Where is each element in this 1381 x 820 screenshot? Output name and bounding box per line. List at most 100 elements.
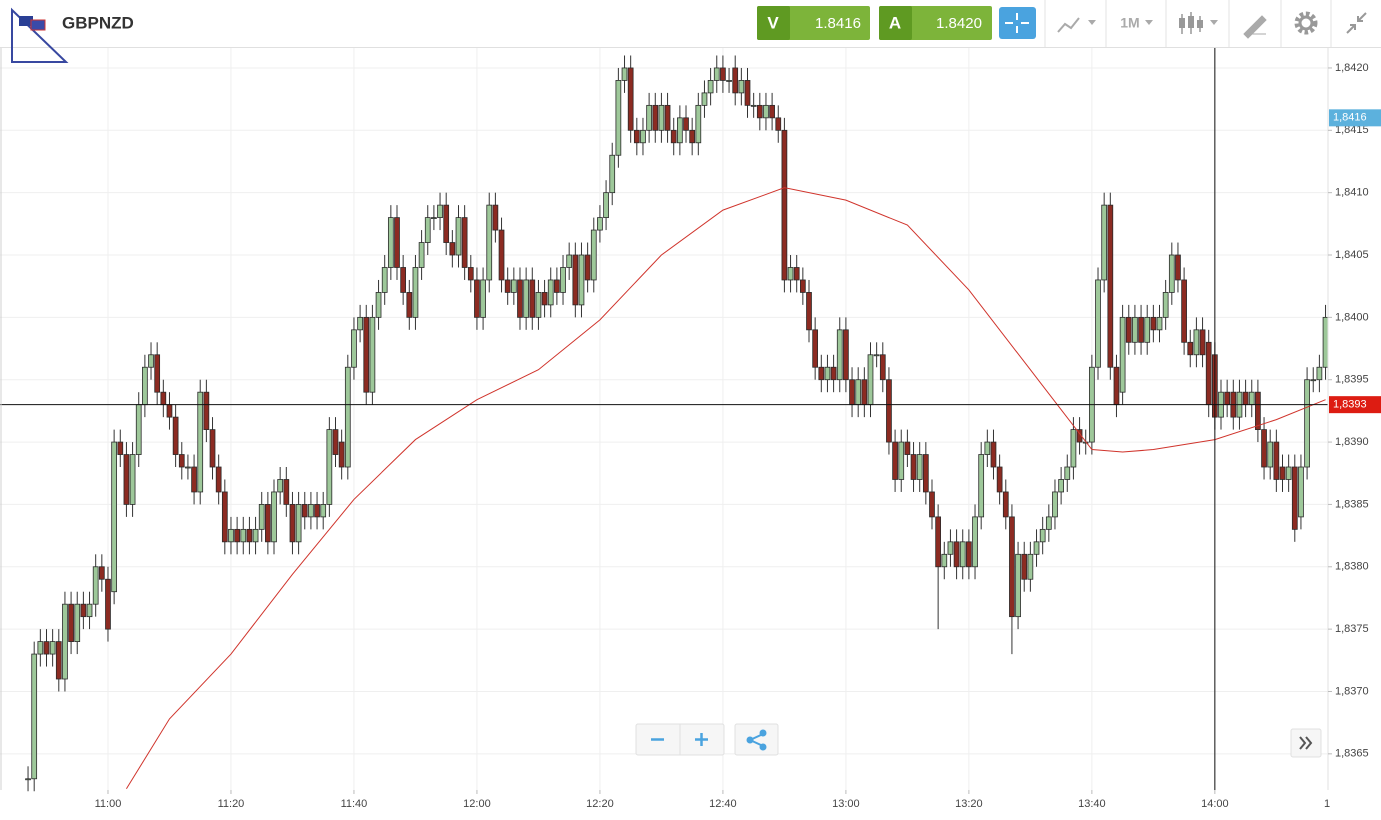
settings[interactable] xyxy=(1294,11,1318,35)
candle-body xyxy=(308,504,314,518)
sell-label-bg[interactable] xyxy=(757,6,790,40)
candle-body xyxy=(763,104,769,119)
buy-label[interactable]: A xyxy=(889,13,901,32)
candle-body xyxy=(283,479,290,505)
candle-body xyxy=(756,104,763,119)
candle-body xyxy=(683,117,689,131)
candle-body xyxy=(443,204,450,243)
candle-body xyxy=(1113,366,1120,406)
timeframe-menu[interactable]: 1M xyxy=(1120,15,1153,31)
crosshair-icon[interactable] xyxy=(1005,13,1029,33)
candle-body xyxy=(1156,316,1163,331)
gear[interactable] xyxy=(1294,11,1318,35)
x-tick-label: 1 xyxy=(1324,798,1330,810)
candle-body xyxy=(922,454,929,493)
candle-body xyxy=(117,441,124,455)
candle-body xyxy=(1205,341,1212,406)
x-tick-label: 13:20 xyxy=(955,798,983,810)
zoom-in[interactable] xyxy=(695,733,708,746)
candle-body xyxy=(314,504,320,518)
candle-body xyxy=(228,528,234,543)
candle-body xyxy=(1101,204,1108,281)
dropdown-arrow[interactable] xyxy=(1145,20,1153,25)
sell-price[interactable]: 1.8416 xyxy=(815,15,861,32)
dropdown-arrow[interactable] xyxy=(1088,20,1096,25)
scroll-end-button[interactable] xyxy=(1290,728,1322,758)
candle-body xyxy=(498,229,505,281)
gear[interactable] xyxy=(1298,15,1314,31)
candle-body xyxy=(418,242,425,268)
crosshair-bg[interactable] xyxy=(999,7,1036,39)
logo-triangle xyxy=(11,7,69,63)
x-tick-label: 12:00 xyxy=(463,798,491,810)
candle-body xyxy=(504,279,511,293)
candle-body xyxy=(424,217,431,243)
candle-body xyxy=(1316,366,1323,381)
candle-body xyxy=(1242,391,1249,406)
candle-body xyxy=(461,217,468,268)
share-icon[interactable] xyxy=(746,736,754,744)
share-icon[interactable] xyxy=(759,743,767,751)
buy-price[interactable]: 1.8420 xyxy=(936,15,982,32)
y-tick-label: 1,8410 xyxy=(1335,187,1369,199)
timeframe[interactable]: 1M xyxy=(1120,15,1139,31)
candle-body xyxy=(1144,316,1151,343)
share-icon[interactable] xyxy=(759,729,767,737)
dropdown-arrow[interactable] xyxy=(1210,20,1218,25)
zoom-controls[interactable] xyxy=(635,723,725,756)
collapse[interactable] xyxy=(1346,12,1367,34)
candle-body xyxy=(351,329,357,368)
buy-button[interactable]: A 1.8420 xyxy=(879,6,992,40)
candle-body xyxy=(1125,316,1132,343)
x-tick-label: 12:20 xyxy=(586,798,614,810)
share-bg[interactable] xyxy=(734,723,779,756)
candle-body xyxy=(455,217,462,256)
candle-body xyxy=(640,129,646,144)
candle-body xyxy=(529,279,536,318)
candle-body xyxy=(43,641,50,655)
candle-body xyxy=(609,154,616,194)
candle-body xyxy=(941,553,948,568)
candle-body xyxy=(1021,553,1028,580)
candle-body xyxy=(258,504,265,530)
scroll-icon[interactable] xyxy=(1299,736,1313,750)
candle-body xyxy=(437,204,443,218)
y-tick-label: 1,8385 xyxy=(1335,498,1369,510)
candle-icon[interactable] xyxy=(1197,20,1203,28)
buy-label-bg[interactable] xyxy=(879,6,912,40)
candle-body xyxy=(277,479,284,493)
draw-tool[interactable] xyxy=(1243,15,1267,39)
candle-body xyxy=(178,454,185,468)
candle-body xyxy=(535,292,542,318)
candle-body xyxy=(105,578,111,630)
candle-body xyxy=(240,528,247,543)
sell-button[interactable]: V 1.8416 xyxy=(757,6,870,40)
candle-body xyxy=(320,504,327,518)
candle-body xyxy=(966,541,972,568)
candle-icon[interactable] xyxy=(1188,16,1194,28)
candle-body xyxy=(148,354,154,368)
candle-body xyxy=(701,92,708,106)
share-button[interactable] xyxy=(734,723,779,756)
candle-body xyxy=(98,566,105,580)
candle-body xyxy=(916,454,923,480)
candle-body xyxy=(1298,466,1304,518)
candle-body xyxy=(1064,466,1071,480)
crosshair-button[interactable] xyxy=(999,7,1036,39)
indicator-icon[interactable] xyxy=(1057,17,1080,33)
candle-body xyxy=(1261,429,1267,468)
candle-body xyxy=(412,267,419,318)
candle-body xyxy=(523,279,529,318)
candle-body xyxy=(510,279,517,293)
indicator-menu[interactable] xyxy=(1057,17,1096,33)
candle-icon[interactable] xyxy=(1179,18,1185,28)
sell-label[interactable]: V xyxy=(767,13,779,32)
candle-body xyxy=(560,267,566,293)
candle-body xyxy=(1181,279,1187,343)
candle-body xyxy=(1033,541,1040,555)
candle-body xyxy=(1175,254,1181,281)
candle-body xyxy=(221,491,228,543)
chart-type-menu[interactable] xyxy=(1179,12,1218,34)
candle-body xyxy=(806,292,812,331)
candle-body xyxy=(929,491,935,518)
